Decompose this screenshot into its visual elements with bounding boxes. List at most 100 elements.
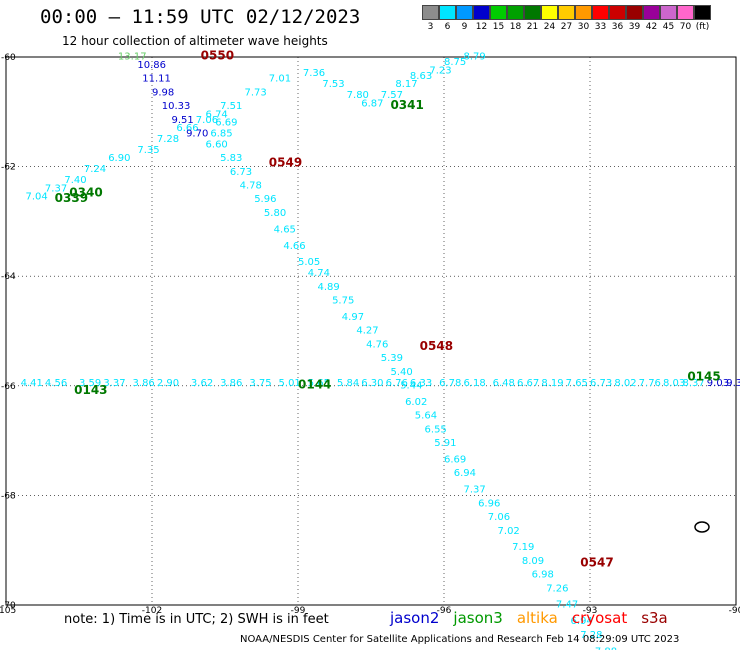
swh-value: 9.70: [186, 128, 208, 139]
swh-value: 5.65: [308, 378, 330, 389]
swh-value: 6.55: [425, 424, 447, 435]
swh-value: 6.87: [361, 98, 383, 109]
note-text: note: 1) Time is in UTC; 2) SWH is in fe…: [64, 612, 329, 627]
swh-value: 7.04: [25, 191, 47, 202]
lat-tick-label: -62: [1, 163, 16, 173]
swh-value: 4.78: [240, 181, 262, 192]
legend-label: 9: [461, 22, 468, 32]
legend-swatch: [575, 5, 592, 20]
lat-tick-label: -70: [1, 601, 16, 611]
swh-value: 7.51: [220, 101, 242, 112]
legend-label: 24: [543, 22, 556, 32]
swh-value: 6.73: [590, 378, 612, 389]
swh-value: 5.80: [264, 208, 286, 219]
swh-value: 7.19: [512, 542, 534, 553]
swh-value: 7.76: [639, 378, 661, 389]
pass-time-label: 0548: [420, 339, 453, 353]
swh-value: 8.37: [682, 378, 704, 389]
swh-value: 7.23: [429, 65, 451, 76]
swh-value: 4.74: [308, 268, 330, 279]
swh-value: 7.65: [566, 378, 588, 389]
lon-tick-label: -105: [0, 606, 16, 616]
legend-swatch: [524, 5, 541, 20]
pass-time-label: 0144: [298, 378, 331, 392]
lat-tick-label: -68: [1, 491, 16, 501]
swh-value: 7.40: [64, 175, 86, 186]
pass-time-label: 0341: [390, 98, 423, 112]
swh-value: 4.97: [342, 312, 364, 323]
swh-value: 7.26: [546, 583, 568, 594]
satellite-name: cryosat: [571, 609, 628, 627]
legend-label: 45: [662, 22, 675, 32]
swh-value: 5.40: [390, 367, 412, 378]
swh-value: 7.73: [244, 87, 266, 98]
legend-swatch: [456, 5, 473, 20]
swh-value: 6.66: [176, 123, 198, 134]
legend-swatch: [660, 5, 677, 20]
swh-value: 6.69: [444, 455, 466, 466]
pass-time-label: 0143: [74, 383, 107, 397]
swh-value: 7.36: [303, 68, 325, 79]
legend-swatch: [541, 5, 558, 20]
swh-value: 3.37: [103, 378, 125, 389]
legend-swatch: [473, 5, 490, 20]
legend-label: 6: [444, 22, 451, 32]
swh-value: 6.78: [439, 378, 461, 389]
swh-value: 6.94: [571, 616, 593, 627]
pass-time-label: 0340: [69, 186, 102, 200]
map-frame: [5, 56, 737, 606]
swh-value: 9.03: [707, 378, 729, 389]
swh-value: 4.27: [356, 326, 378, 337]
lon-tick-label: -90: [729, 606, 740, 616]
lon-tick-label: -102: [142, 606, 162, 616]
swh-value: 10.86: [137, 60, 166, 71]
swh-value: 6.76: [386, 378, 408, 389]
swh-value: 6.02: [405, 397, 427, 408]
swh-value: 6.33: [410, 378, 432, 389]
swh-value: 6.85: [210, 128, 232, 139]
swh-value: 6.67: [517, 378, 539, 389]
swh-value: 8.17: [395, 79, 417, 90]
pass-time-label: 0145: [687, 369, 720, 383]
swh-value: 7.02: [498, 526, 520, 537]
swh-value: 6.48: [493, 378, 515, 389]
swh-value: 4.41: [21, 378, 43, 389]
legend-label: 39: [628, 22, 641, 32]
swh-value: 7.57: [381, 90, 403, 101]
swh-value: 8.02: [614, 378, 636, 389]
swh-value: 7.88: [595, 646, 617, 650]
swh-value: 5.84: [337, 378, 359, 389]
swh-value: 5.83: [220, 153, 242, 164]
satellite-name: altika: [516, 609, 558, 627]
lat-tick-label: -60: [1, 53, 16, 63]
legend-swatch: [422, 5, 439, 20]
swh-value: 6.30: [361, 378, 383, 389]
swh-value: 5.01: [279, 378, 301, 389]
swh-value: 6.18: [463, 378, 485, 389]
legend-label: 12: [475, 22, 488, 32]
legend-label: 15: [492, 22, 505, 32]
swh-value: 4.65: [274, 224, 296, 235]
lon-tick-label: -93: [583, 606, 598, 616]
swh-value: 6.96: [478, 498, 500, 509]
legend-label: 18: [509, 22, 522, 32]
track-values: 7.367.537.806.877.578.178.637.238.758.79…: [21, 52, 740, 650]
swh-value: 9.98: [152, 87, 174, 98]
legend-label: 27: [560, 22, 573, 32]
swh-value: 4.56: [45, 378, 67, 389]
swh-value: 13.17: [118, 52, 147, 63]
swh-value: 10.33: [162, 101, 191, 112]
swh-value: 3.86: [133, 378, 155, 389]
map-title: 00:00 – 11:59 UTC 02/12/2023: [40, 6, 361, 28]
swh-value: 3.62: [191, 378, 213, 389]
swh-value: 5.05: [298, 257, 320, 268]
legend-label: 42: [645, 22, 658, 32]
swh-value: 5.96: [254, 194, 276, 205]
swh-value: 5.44: [400, 381, 422, 392]
pass-time-label: 0547: [580, 556, 613, 570]
swh-value: 4.89: [317, 282, 339, 293]
satellite-name: jason2: [390, 609, 440, 627]
legend-label: 30: [577, 22, 590, 32]
